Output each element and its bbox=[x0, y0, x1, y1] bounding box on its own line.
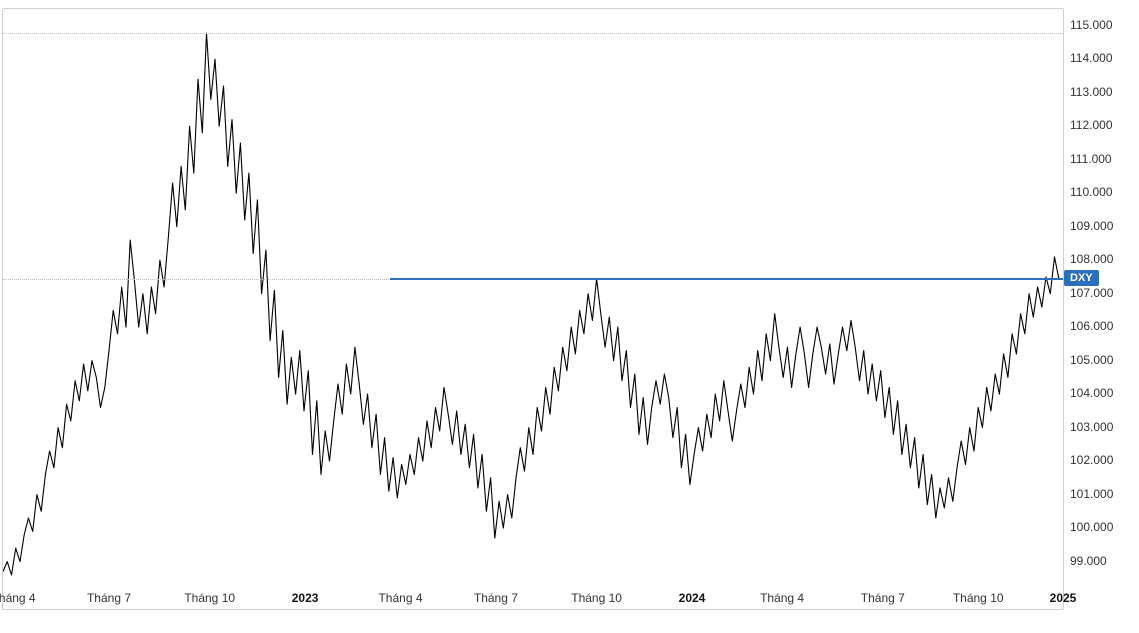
y-tick-label: 110.000 bbox=[1070, 185, 1113, 199]
x-tick-label: Tháng 10 bbox=[953, 591, 1004, 605]
y-tick-label: 101.000 bbox=[1070, 487, 1113, 501]
y-axis: 99.000 100.000 101.000 102.000 103.000 104.00… bbox=[1064, 8, 1136, 608]
x-tick-label: Tháng 10 bbox=[184, 591, 235, 605]
x-tick-label: Tháng 7 bbox=[87, 591, 131, 605]
y-tick-label: 111.000 bbox=[1070, 152, 1112, 166]
y-tick-label: 99.000 bbox=[1070, 554, 1107, 568]
x-tick-label: 2024 bbox=[679, 591, 706, 605]
trend-line[interactable] bbox=[390, 278, 1063, 280]
y-tick-label: 100.000 bbox=[1070, 520, 1113, 534]
x-tick-label: Tháng 10 bbox=[571, 591, 622, 605]
reference-line bbox=[3, 33, 1063, 34]
y-tick-label: 106.000 bbox=[1070, 319, 1113, 333]
chart-container: Tháng 4 Tháng 7 Tháng 10 2023 Tháng 4 Tháng 7… bbox=[0, 0, 1139, 633]
x-tick-label: Tháng 7 bbox=[861, 591, 905, 605]
symbol-label: DXY bbox=[1070, 272, 1093, 284]
y-tick-label: 103.000 bbox=[1070, 420, 1113, 434]
current-price-badge: DXY bbox=[1064, 270, 1099, 286]
y-tick-label: 114.000 bbox=[1070, 51, 1113, 65]
plot-area[interactable]: Tháng 4 Tháng 7 Tháng 10 2023 Tháng 4 Tháng 7… bbox=[2, 8, 1064, 610]
y-tick-label: 109.000 bbox=[1070, 219, 1113, 233]
y-tick-label: 107.000 bbox=[1070, 286, 1113, 300]
x-tick-label: Tháng 4 bbox=[760, 591, 804, 605]
y-tick-label: 113.000 bbox=[1070, 85, 1113, 99]
y-tick-label: 105.000 bbox=[1070, 353, 1113, 367]
x-tick-label: 2023 bbox=[292, 591, 319, 605]
y-tick-label: 104.000 bbox=[1070, 386, 1113, 400]
y-tick-label: 108.000 bbox=[1070, 252, 1113, 266]
x-tick-label: Tháng 7 bbox=[474, 591, 518, 605]
y-tick-label: 102.000 bbox=[1070, 453, 1113, 467]
y-tick-label: 115.000 bbox=[1070, 18, 1113, 32]
x-tick-label: Tháng 4 bbox=[378, 591, 422, 605]
y-tick-label: 112.000 bbox=[1070, 118, 1113, 132]
price-line-svg bbox=[3, 9, 1063, 609]
x-tick-label: Tháng 4 bbox=[0, 591, 36, 605]
